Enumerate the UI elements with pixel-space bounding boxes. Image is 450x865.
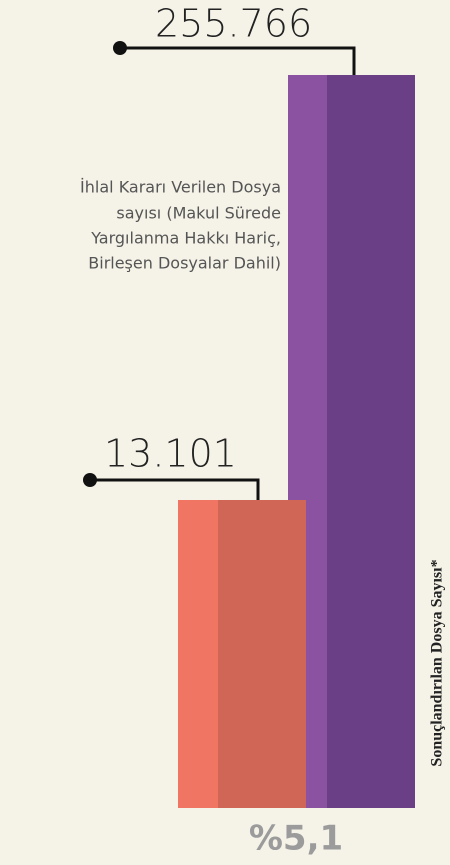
callout-line (90, 478, 260, 500)
ratio: %5,1 (249, 819, 343, 859)
callout-line (120, 46, 356, 75)
violation-bar-dark (218, 500, 306, 808)
description-line: İhlal Kararı Verilen Dosya (80, 178, 281, 197)
violation-bar-light (178, 500, 219, 808)
violation-value: 13.101 (104, 432, 237, 476)
total-bar-dark (327, 75, 415, 808)
description-line: sayısı (Makul Sürede (116, 204, 281, 223)
description-line: Yargılanma Hakkı Hariç, (90, 229, 281, 248)
total-value: 255.766 (155, 2, 312, 46)
axis-label: Sonuçlandırılan Dosya Sayısı* (429, 559, 446, 766)
description-line: Birleşen Dosyalar Dahil) (88, 254, 281, 273)
